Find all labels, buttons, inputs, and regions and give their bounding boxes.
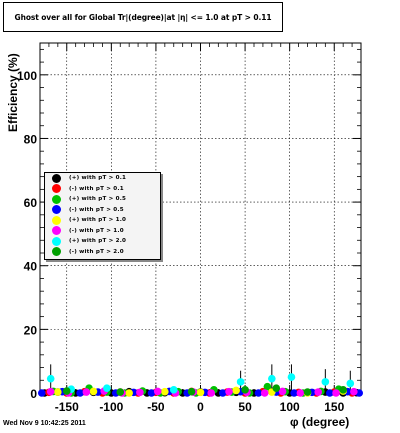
- legend-label: (-) with pT > 1.0: [69, 227, 124, 234]
- x-axis-title: φ (degree): [290, 415, 350, 429]
- y-tick-label: 40: [24, 260, 38, 274]
- legend: (+) with pT > 0.1 (-) with pT > 0.1 (+) …: [44, 172, 161, 260]
- data-point: [314, 388, 323, 396]
- data-point: [346, 379, 355, 388]
- legend-marker: [52, 205, 61, 215]
- legend-entry: (+) with pT > 0.1: [45, 173, 160, 184]
- legend-entry: (-) with pT > 0.5: [45, 205, 160, 216]
- data-point: [147, 389, 156, 397]
- data-point: [290, 389, 298, 397]
- y-tick-label: 80: [24, 132, 38, 146]
- legend-entry: (+) with pT > 2.0: [45, 236, 160, 247]
- timestamp: Wed Nov 9 10:42:25 2011: [3, 420, 86, 427]
- y-tick-label: 20: [24, 323, 38, 337]
- data-point: [116, 388, 125, 396]
- data-point: [136, 388, 144, 397]
- data-point: [46, 387, 55, 396]
- data-point: [321, 378, 330, 386]
- x-tick-label: 0: [197, 400, 204, 414]
- legend-marker: [52, 184, 61, 194]
- legend-marker: [52, 173, 61, 183]
- legend-label: (+) with pT > 1.0: [69, 217, 127, 224]
- data-point: [254, 389, 263, 397]
- data-point: [54, 388, 62, 396]
- data-point: [303, 388, 312, 396]
- legend-label: (+) with pT > 0.5: [69, 196, 127, 203]
- x-tick-label: 150: [324, 400, 344, 414]
- x-tick-label: -50: [147, 400, 165, 414]
- legend-marker: [52, 236, 61, 246]
- data-point: [103, 384, 111, 393]
- legend-entry: (+) with pT > 0.5: [45, 194, 160, 205]
- data-point: [260, 389, 269, 397]
- legend-marker: [52, 215, 61, 225]
- legend-label: (+) with pT > 2.0: [69, 238, 127, 245]
- legend-marker: [52, 194, 61, 204]
- data-point: [296, 389, 305, 397]
- data-point: [332, 389, 340, 397]
- data-point: [339, 386, 347, 394]
- y-tick-label: 60: [24, 196, 38, 210]
- data-point: [153, 387, 162, 396]
- x-tick-label: 50: [238, 400, 252, 414]
- data-point: [350, 387, 358, 396]
- data-point: [272, 384, 281, 393]
- legend-label: (-) with pT > 2.0: [69, 248, 124, 255]
- data-point: [207, 389, 215, 397]
- legend-marker: [52, 247, 61, 257]
- legend-entry: (-) with pT > 1.0: [45, 226, 160, 237]
- data-point: [169, 386, 178, 394]
- data-point: [89, 387, 98, 396]
- data-point: [232, 386, 240, 395]
- data-point: [62, 387, 71, 395]
- plot-title: Ghost over all for Global Tr|(degree)|at…: [3, 2, 283, 32]
- legend-entry: (+) with pT > 1.0: [45, 215, 160, 226]
- data-point: [263, 382, 272, 391]
- data-point: [287, 373, 296, 381]
- x-tick-label: 100: [280, 400, 300, 414]
- data-point: [278, 387, 287, 396]
- y-tick-label: 0: [30, 387, 37, 401]
- x-tick-label: -150: [55, 400, 79, 414]
- data-point: [225, 387, 233, 396]
- legend-label: (-) with pT > 0.5: [69, 206, 124, 213]
- data-point: [76, 389, 84, 397]
- data-point: [325, 389, 334, 397]
- data-point: [268, 374, 276, 383]
- data-point: [241, 386, 249, 394]
- legend-marker: [52, 226, 61, 236]
- data-point: [82, 388, 91, 396]
- data-point: [218, 389, 227, 397]
- data-point: [236, 378, 245, 386]
- y-tick-label: 100: [17, 69, 37, 83]
- legend-label: (+) with pT > 0.1: [69, 175, 127, 182]
- legend-entry: (-) with pT > 0.1: [45, 184, 160, 195]
- data-point: [161, 387, 169, 396]
- data-point: [196, 388, 205, 397]
- legend-entry: (-) with pT > 2.0: [45, 247, 160, 258]
- data-point: [37, 389, 46, 397]
- x-tick-label: -100: [99, 400, 123, 414]
- legend-label: (-) with pT > 0.1: [69, 185, 124, 192]
- data-point: [125, 389, 133, 397]
- data-point: [46, 374, 55, 383]
- data-point: [187, 387, 196, 396]
